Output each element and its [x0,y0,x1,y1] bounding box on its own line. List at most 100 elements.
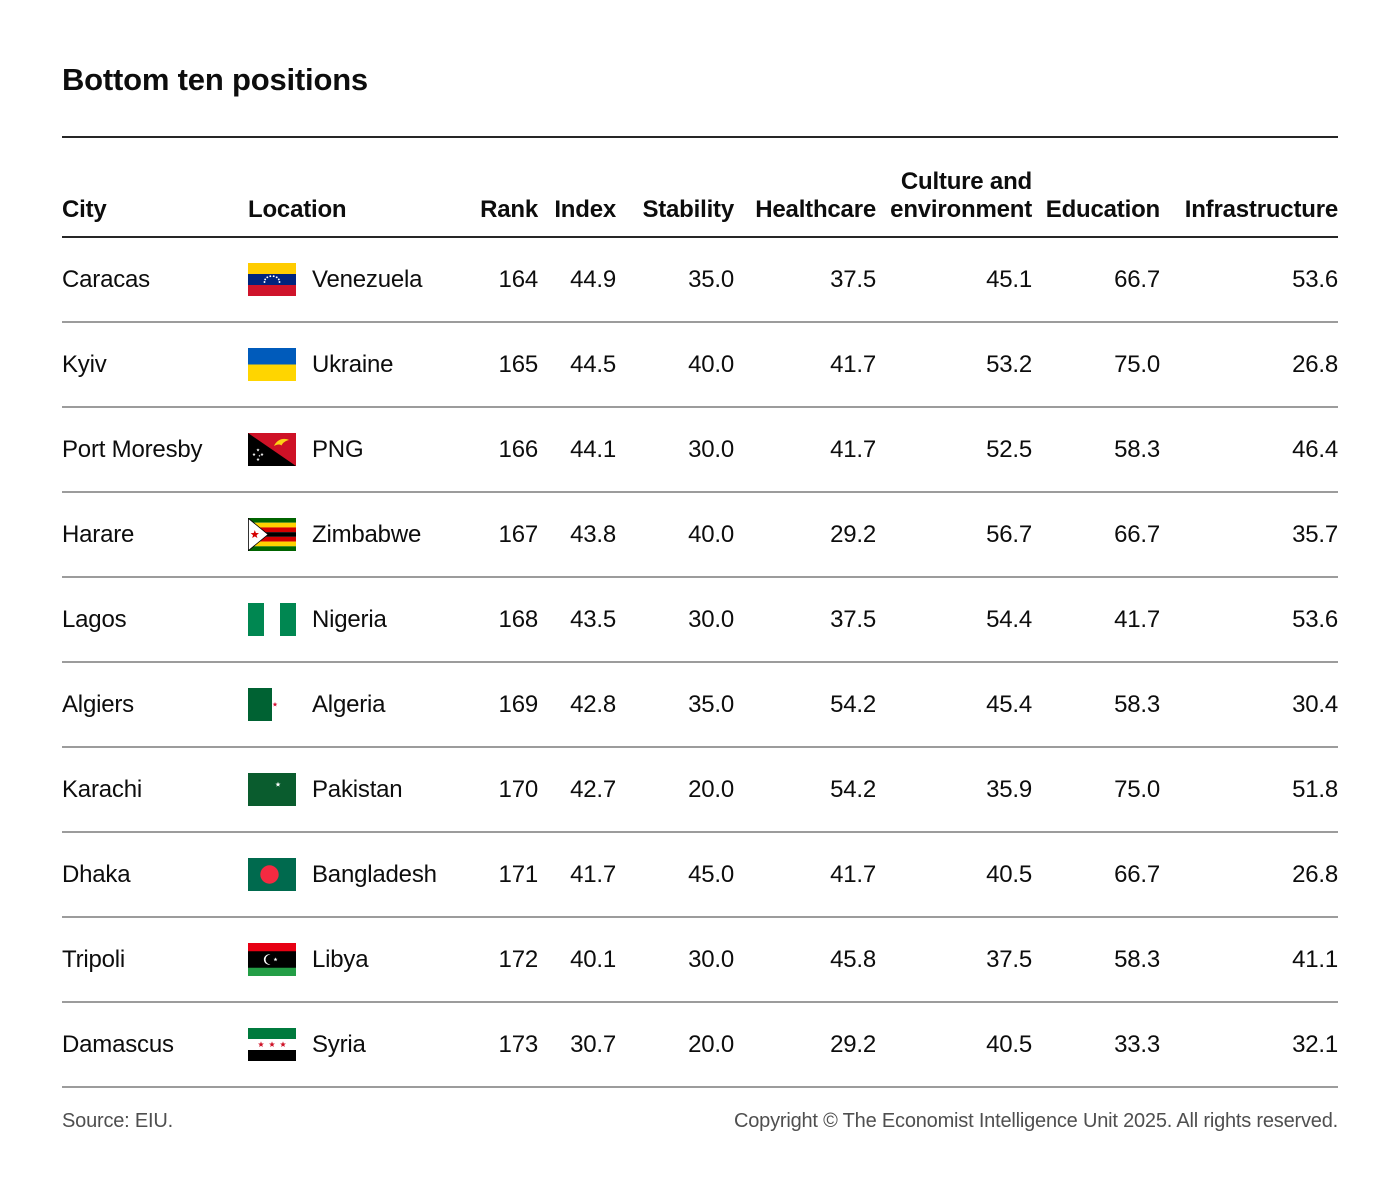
index-cell: 44.9 [570,265,616,293]
location-cell: Ukraine [248,348,460,381]
education-cell: 58.3 [1114,945,1160,973]
infrastructure-cell: 53.6 [1292,265,1338,293]
table-row: Port Moresby PNG 166 44.1 30.0 41.7 52.5… [62,408,1338,493]
country-name: Bangladesh [312,860,437,888]
index-cell: 42.7 [570,775,616,803]
table-row: Algiers Algeria 169 42.8 35.0 54.2 45.4 … [62,663,1338,748]
header-city: City [62,196,107,223]
country-name: Libya [312,945,369,973]
city-cell: Damascus [62,1030,174,1058]
infrastructure-cell: 46.4 [1292,435,1338,463]
location-cell: Algeria [248,688,460,721]
index-cell: 41.7 [570,860,616,888]
header-healthcare: Healthcare [755,196,876,223]
city-cell: Caracas [62,265,150,293]
index-cell: 44.5 [570,350,616,378]
country-name: PNG [312,435,364,463]
rank-cell: 164 [498,265,539,293]
header-stability: Stability [642,196,734,223]
ukraine-flag-icon [248,348,296,381]
table-row: Tripoli Libya 172 40.1 30.0 45.8 37.5 58… [62,918,1338,1003]
header-culture-environment: Culture and environment [876,168,1032,224]
header-rank: Rank [480,196,538,223]
healthcare-cell: 29.2 [830,520,876,548]
healthcare-cell: 41.7 [830,860,876,888]
rank-cell: 168 [498,605,539,633]
rank-cell: 169 [498,690,539,718]
healthcare-cell: 37.5 [830,605,876,633]
index-cell: 43.8 [570,520,616,548]
stability-cell: 30.0 [688,605,734,633]
education-cell: 58.3 [1114,435,1160,463]
index-cell: 44.1 [570,435,616,463]
header-culture-line2: environment [890,196,1032,223]
culture-environment-cell: 53.2 [986,350,1032,378]
pakistan-flag-icon [248,773,296,806]
stability-cell: 30.0 [688,945,734,973]
culture-environment-cell: 56.7 [986,520,1032,548]
city-cell: Lagos [62,605,127,633]
table-header-row: City Location Rank Index Stability Healt… [62,138,1338,238]
culture-environment-cell: 37.5 [986,945,1032,973]
top-rule [62,136,1338,138]
city-cell: Kyiv [62,350,107,378]
infrastructure-cell: 35.7 [1292,520,1338,548]
venezuela-flag-icon [248,263,296,296]
infrastructure-cell: 41.1 [1292,945,1338,973]
zimbabwe-flag-icon [248,518,296,551]
education-cell: 66.7 [1114,520,1160,548]
infrastructure-cell: 32.1 [1292,1030,1338,1058]
infrastructure-cell: 51.8 [1292,775,1338,803]
country-name: Algeria [312,690,386,718]
nigeria-flag-icon [248,603,296,636]
stability-cell: 40.0 [688,350,734,378]
culture-environment-cell: 40.5 [986,1030,1032,1058]
header-infrastructure: Infrastructure [1184,196,1338,223]
table-row: Kyiv Ukraine 165 44.5 40.0 41.7 53.2 75.… [62,323,1338,408]
education-cell: 66.7 [1114,860,1160,888]
culture-environment-cell: 54.4 [986,605,1032,633]
rank-cell: 165 [498,350,539,378]
libya-flag-icon [248,943,296,976]
page-title: Bottom ten positions [62,62,368,97]
bangladesh-flag-icon [248,858,296,891]
table-row: Damascus Syria 173 30.7 20.0 29.2 40.5 3… [62,1003,1338,1088]
education-cell: 75.0 [1114,350,1160,378]
location-cell: Libya [248,943,460,976]
education-cell: 58.3 [1114,690,1160,718]
education-cell: 41.7 [1114,605,1160,633]
index-cell: 43.5 [570,605,616,633]
rank-cell: 167 [498,520,539,548]
table-row: Lagos Nigeria 168 43.5 30.0 37.5 54.4 41… [62,578,1338,663]
stability-cell: 35.0 [688,265,734,293]
country-name: Nigeria [312,605,387,633]
city-cell: Algiers [62,690,134,718]
healthcare-cell: 54.2 [830,775,876,803]
country-name: Ukraine [312,350,394,378]
healthcare-cell: 41.7 [830,350,876,378]
rank-cell: 171 [498,860,539,888]
rank-cell: 166 [498,435,539,463]
stability-cell: 45.0 [688,860,734,888]
index-cell: 30.7 [570,1030,616,1058]
healthcare-cell: 41.7 [830,435,876,463]
header-location: Location [248,196,347,223]
location-cell: Syria [248,1028,460,1061]
infrastructure-cell: 26.8 [1292,350,1338,378]
education-cell: 75.0 [1114,775,1160,803]
country-name: Zimbabwe [312,520,422,548]
table-row: Harare Zimbabwe 167 43.8 40.0 29.2 56.7 … [62,493,1338,578]
index-cell: 42.8 [570,690,616,718]
table-content: Bottom ten positions City Location Rank … [62,0,1338,1133]
table-row: Dhaka Bangladesh 171 41.7 45.0 41.7 40.5… [62,833,1338,918]
syria-flag-icon [248,1028,296,1061]
stability-cell: 30.0 [688,435,734,463]
city-cell: Harare [62,520,135,548]
location-cell: Zimbabwe [248,518,460,551]
education-cell: 33.3 [1114,1030,1160,1058]
healthcare-cell: 37.5 [830,265,876,293]
location-cell: Pakistan [248,773,460,806]
country-name: Syria [312,1030,366,1058]
algeria-flag-icon [248,688,296,721]
